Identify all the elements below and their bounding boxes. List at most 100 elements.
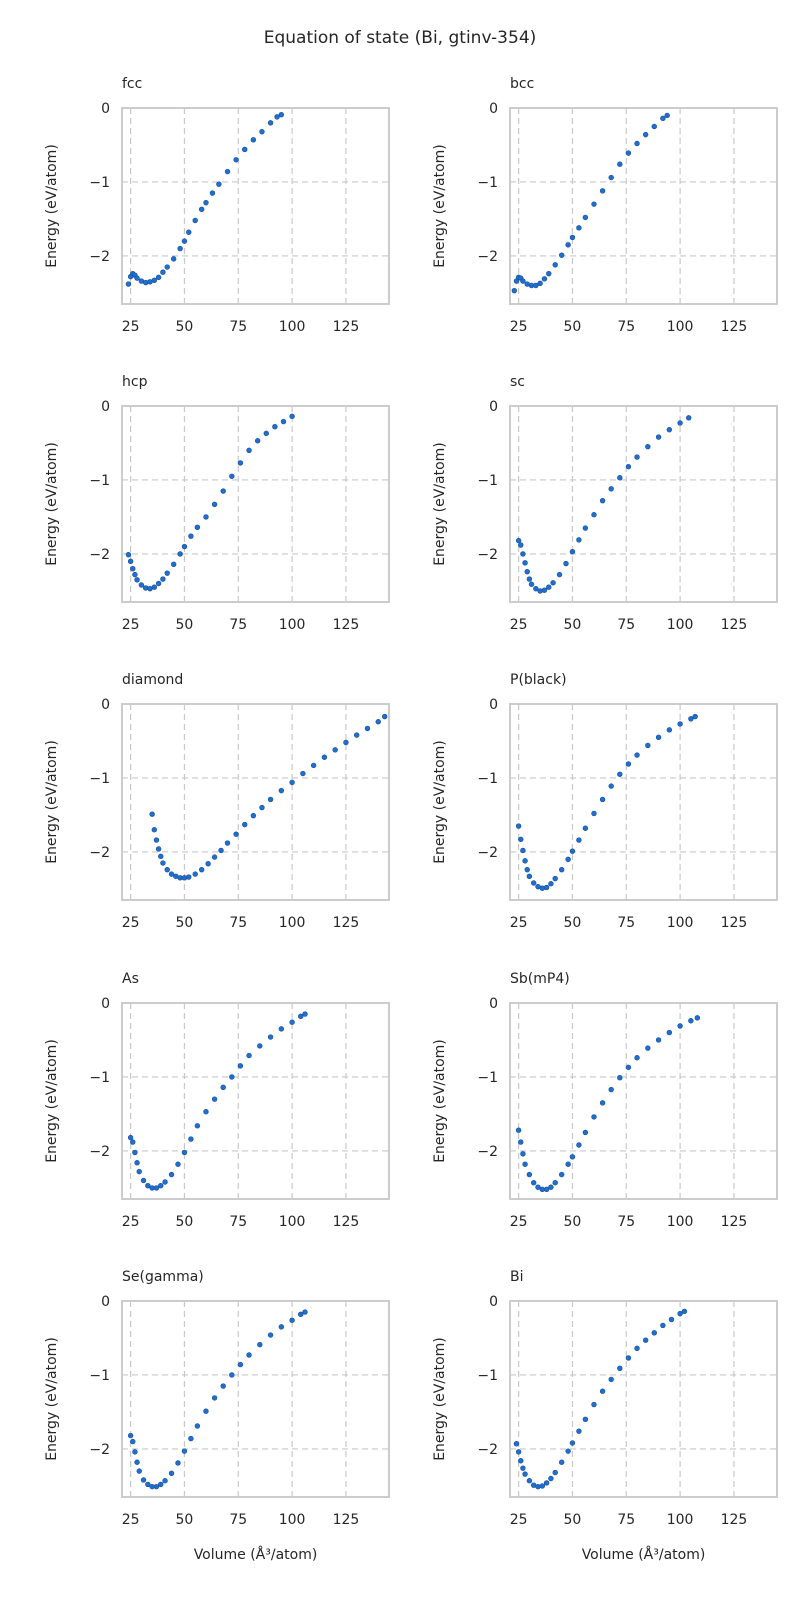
data-point — [634, 140, 640, 147]
data-point — [289, 1019, 295, 1025]
axes-frame — [509, 405, 778, 603]
y-tick-label: 0 — [101, 1294, 110, 1310]
data-point — [160, 860, 166, 866]
data-point — [125, 551, 132, 558]
data-point — [158, 853, 164, 860]
x-tick-label: 25 — [510, 1214, 528, 1230]
data-point — [205, 861, 211, 867]
data-point — [556, 571, 563, 578]
data-point — [599, 497, 606, 504]
data-point — [520, 1465, 526, 1471]
data-point — [278, 1026, 285, 1032]
data-point — [543, 1480, 550, 1486]
data-point — [151, 827, 157, 833]
data-point — [257, 1043, 263, 1049]
data-point — [168, 871, 175, 877]
data-point — [203, 199, 209, 206]
data-point — [666, 1029, 673, 1036]
data-point — [664, 112, 670, 119]
data-point — [181, 875, 188, 881]
data-point — [140, 1177, 147, 1184]
data-point — [625, 1064, 632, 1071]
data-point — [546, 584, 552, 590]
data-point — [192, 871, 198, 877]
data-point — [642, 1337, 649, 1343]
x-tick-label: 125 — [333, 915, 360, 931]
x-tick-label: 50 — [564, 1512, 582, 1528]
data-point — [175, 1161, 181, 1167]
data-point — [302, 1011, 308, 1017]
subplot-title: sc — [510, 374, 525, 390]
data-point — [548, 1184, 554, 1190]
subplot-se-gamma-: 25 50 75 100 125 0 −1 −2 Se(gamma) Energy (eV/ato… — [44, 1269, 390, 1563]
data-point — [548, 1475, 554, 1482]
data-point — [582, 1416, 589, 1423]
data-point — [198, 206, 205, 213]
data-point — [522, 1471, 528, 1477]
data-point — [526, 1478, 533, 1484]
data-point — [666, 727, 673, 733]
data-point — [688, 1018, 694, 1024]
data-point — [125, 281, 132, 287]
x-tick-label: 75 — [229, 915, 247, 931]
axes-frame — [121, 1300, 390, 1498]
data-point — [599, 1100, 606, 1106]
data-point — [535, 1184, 541, 1190]
data-point — [233, 157, 239, 163]
y-tick-label: −1 — [89, 473, 110, 489]
y-tick-label: 0 — [489, 996, 498, 1012]
data-point — [530, 880, 537, 886]
subplot-title: Sb(mP4) — [510, 971, 570, 987]
data-point — [558, 1171, 565, 1178]
x-tick-label: 100 — [667, 915, 694, 931]
y-axis-label: Energy (eV/atom) — [44, 442, 60, 566]
data-point — [625, 150, 632, 156]
x-tick-label: 25 — [510, 319, 528, 335]
data-point — [569, 549, 576, 555]
data-point — [591, 201, 597, 207]
data-point — [188, 533, 194, 539]
y-tick-label: −1 — [89, 1368, 110, 1384]
x-tick-label: 125 — [721, 319, 748, 335]
data-point — [550, 580, 556, 586]
data-point — [522, 1161, 528, 1167]
data-point — [343, 739, 349, 746]
y-tick-label: −1 — [89, 1070, 110, 1086]
data-point — [533, 282, 539, 289]
y-tick-label: −1 — [89, 771, 110, 787]
data-point — [153, 1185, 160, 1191]
x-tick-label: 125 — [721, 617, 748, 633]
subplot-diamond: 25 50 75 100 125 0 −1 −2 diamond Energy (eV/atom) — [44, 672, 390, 931]
data-point — [237, 460, 244, 466]
data-point — [677, 420, 683, 426]
x-tick-label: 50 — [564, 319, 582, 335]
data-point — [250, 812, 257, 819]
x-tick-label: 125 — [721, 915, 748, 931]
data-point — [599, 1388, 606, 1394]
data-point — [160, 576, 166, 582]
data-point — [158, 1481, 164, 1488]
data-point — [151, 584, 157, 590]
axes-frame — [121, 1002, 390, 1200]
data-point — [132, 571, 138, 578]
data-point — [332, 747, 338, 753]
y-axis-label: Energy (eV/atom) — [432, 1039, 448, 1163]
x-axis-label: Volume (Å³/atom) — [582, 1546, 706, 1563]
data-point — [515, 1449, 522, 1455]
data-point — [608, 174, 614, 181]
data-point — [274, 114, 280, 120]
data-point — [591, 810, 597, 817]
x-tick-label: 75 — [617, 1512, 635, 1528]
x-tick-label: 25 — [122, 915, 140, 931]
x-tick-label: 50 — [564, 1214, 582, 1230]
x-axis-label: Volume (Å³/atom) — [194, 1546, 318, 1563]
data-point — [617, 771, 623, 777]
data-point — [310, 762, 317, 769]
y-tick-label: −1 — [477, 771, 498, 787]
data-point — [211, 501, 218, 508]
subplot-hcp: 25 50 75 100 125 0 −1 −2 hcp Energy (eV/atom) — [44, 374, 390, 633]
x-tick-label: 125 — [721, 1512, 748, 1528]
data-point — [617, 475, 623, 481]
data-point — [220, 1084, 226, 1091]
x-tick-label: 50 — [564, 915, 582, 931]
